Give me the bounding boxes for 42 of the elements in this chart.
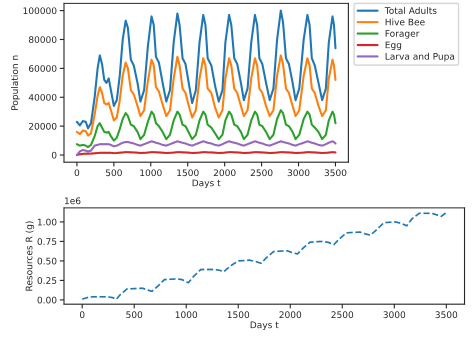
- y-tick-label: 100000: [24, 7, 56, 14]
- x-tick-label: 2000: [214, 169, 236, 176]
- y-tick-label: 0: [52, 152, 56, 159]
- legend-label: Forager: [386, 30, 420, 39]
- x-tick-label: 1500: [177, 169, 199, 176]
- y-tick-label: 20000: [28, 122, 56, 130]
- line-series: [76, 140, 337, 156]
- x-tick-label: 2000: [279, 311, 302, 318]
- y-tick-label: 1.00: [38, 218, 56, 226]
- y-axis-title: Population n: [11, 56, 20, 110]
- y-tick-label: 0.00: [38, 296, 56, 304]
- legend-label: Total Adults: [384, 6, 437, 14]
- line-series: [76, 10, 337, 130]
- x-axis-title: Days t: [192, 180, 220, 188]
- y-tick-label: 0.25: [38, 277, 56, 284]
- x-tick-label: 3500: [324, 169, 346, 176]
- line-series: [76, 109, 337, 148]
- y-axis-title: Resources R (g): [25, 221, 34, 291]
- x-tick-label: 1000: [140, 169, 162, 176]
- x-tick-label: 0: [74, 169, 80, 176]
- line-series: [76, 54, 337, 137]
- x-tick-label: 1000: [176, 311, 198, 318]
- x-tick-label: 3500: [436, 311, 458, 318]
- x-tick-label: 0: [80, 311, 84, 318]
- text: 1e6: [64, 197, 80, 204]
- legend-label: Larva and Pupa: [386, 52, 454, 62]
- y-tick-label: 60000: [28, 65, 56, 72]
- y-tick-label: 40000: [28, 94, 56, 101]
- legend-label: Egg: [386, 42, 402, 50]
- y-tick-label: 0.50: [38, 258, 56, 264]
- x-tick-label: 500: [106, 169, 122, 176]
- line-series: [81, 212, 448, 300]
- x-axis-title: Days t: [250, 322, 279, 330]
- y-tick-label: 80000: [28, 36, 56, 44]
- x-tick-label: 3000: [384, 311, 406, 318]
- x-tick-label: 500: [126, 311, 142, 318]
- x-tick-label: 2500: [331, 311, 354, 318]
- x-tick-label: 2500: [250, 169, 272, 176]
- x-tick-label: 1500: [228, 311, 250, 318]
- y-tick-label: 0.75: [38, 238, 56, 245]
- x-tick-label: 3000: [288, 169, 310, 176]
- legend-label: Hive Bee: [386, 18, 425, 26]
